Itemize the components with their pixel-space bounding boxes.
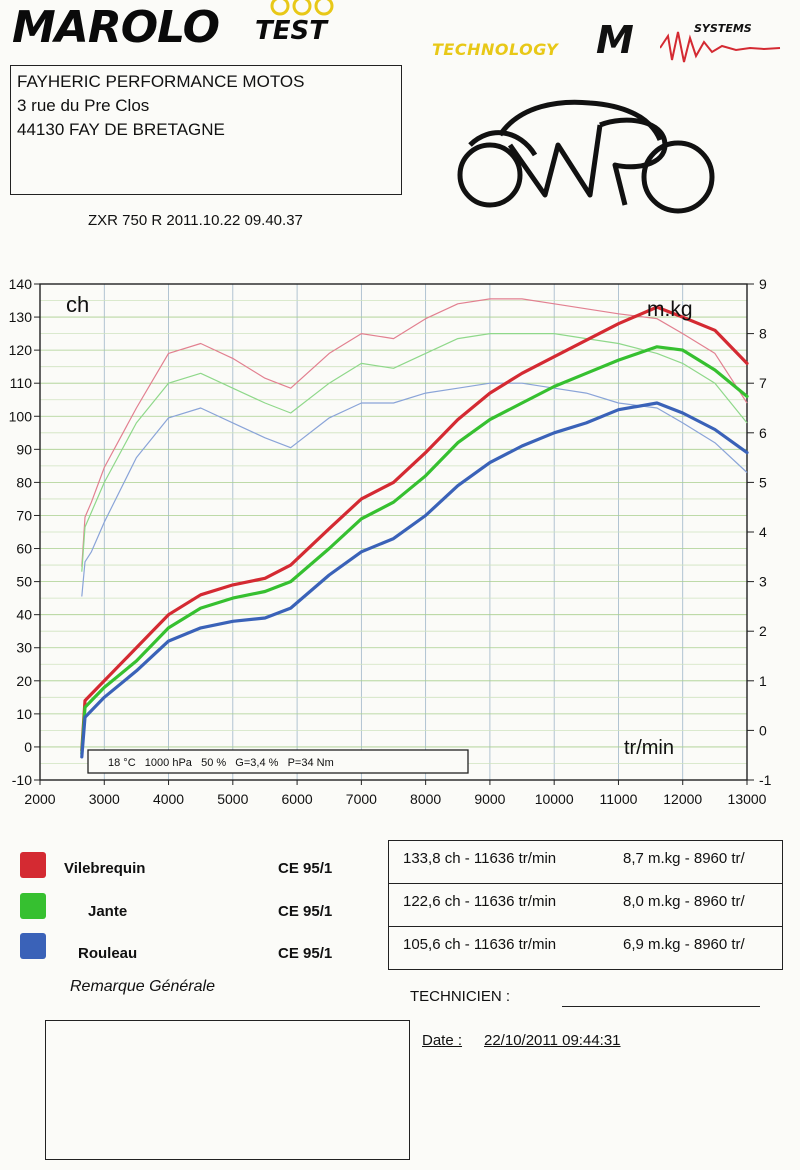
y-left-tick-label: 30 <box>16 640 32 656</box>
y-left-tick-label: 80 <box>16 474 32 490</box>
date-value: 22/10/2011 09:44:31 <box>484 1032 621 1049</box>
results-table: 133,8 ch - 11636 tr/min 8,7 m.kg - 8960 … <box>388 840 783 970</box>
x-tick-label: 7000 <box>346 791 377 807</box>
x-tick-label: 2000 <box>24 791 55 807</box>
x-tick-label: 5000 <box>217 791 248 807</box>
x-tick-label: 11000 <box>600 791 638 807</box>
y-left-tick-label: 50 <box>16 574 32 590</box>
legend-name-vilebrequin: Vilebrequin <box>64 860 146 877</box>
date-label: Date : <box>422 1032 463 1049</box>
address-box: FAYHERIC PERFORMANCE MOTOS 3 rue du Pre … <box>10 65 402 195</box>
torque-line-rouleau <box>81 382 748 597</box>
results-row: 122,6 ch - 11636 tr/min 8,0 m.kg - 8960 … <box>389 884 782 927</box>
x-axis-ticks: 2000 3000 4000 5000 6000 7000 8000 9000 10000 110… <box>24 780 767 807</box>
x-tick-label: 13000 <box>728 791 767 807</box>
technology-text: TECHNOLOGY <box>432 40 559 59</box>
y-left-tick-label: 20 <box>16 673 32 689</box>
x-tick-label: 6000 <box>282 791 313 807</box>
torque-curves <box>81 298 748 597</box>
result-torque: 8,0 m.kg - 8960 tr/ <box>623 893 745 910</box>
legend-norm-vilebrequin: CE 95/1 <box>278 860 333 877</box>
y-axis-right-label: m.kg <box>647 298 693 321</box>
technician-signature-line <box>562 1006 760 1007</box>
m-systems-wave-icon <box>660 31 781 63</box>
y-left-tick-label: 110 <box>10 375 33 391</box>
y-left-tick-label: 140 <box>9 276 33 292</box>
legend-name-rouleau: Rouleau <box>78 945 138 962</box>
remark-box <box>45 1020 410 1160</box>
brand-logo-marolo: MAROLO <box>12 2 220 53</box>
x-tick-label: 10000 <box>535 791 574 807</box>
x-tick-label: 8000 <box>410 791 441 807</box>
y-left-tick-label: 40 <box>16 607 32 623</box>
legend-name-jante: Jante <box>88 903 128 920</box>
remark-label: Remarque Générale <box>70 978 215 995</box>
conditions-text: 18 °C 1000 hPa 50 % G=3,4 % P=34 Nm <box>108 757 334 769</box>
address-line-2: 3 rue du Pre Clos <box>17 96 150 115</box>
y-left-tick-label: 100 <box>9 408 33 424</box>
result-power: 105,6 ch - 11636 tr/min <box>403 936 557 953</box>
chart-grid <box>39 283 748 781</box>
y-right-tick-label: 4 <box>759 524 767 540</box>
legend-swatch-jante <box>20 893 46 919</box>
y-left-tick-label: 0 <box>24 739 32 755</box>
legend-swatch-vilebrequin <box>20 852 46 878</box>
legend-norm-jante: CE 95/1 <box>278 903 333 920</box>
y-right-tick-label: 7 <box>759 375 767 391</box>
y-left-tick-label: 10 <box>16 706 32 722</box>
y-left-tick-label: 120 <box>9 342 33 358</box>
legend-swatch-rouleau <box>20 933 46 959</box>
results-row: 105,6 ch - 11636 tr/min 6,9 m.kg - 8960 … <box>389 927 782 970</box>
result-torque: 8,7 m.kg - 8960 tr/ <box>623 850 745 867</box>
results-row: 133,8 ch - 11636 tr/min 8,7 m.kg - 8960 … <box>389 841 782 884</box>
address-line-1: FAYHERIC PERFORMANCE MOTOS <box>17 72 305 91</box>
result-power: 133,8 ch - 11636 tr/min <box>403 850 557 867</box>
legend-norm-rouleau: CE 95/1 <box>278 945 333 962</box>
power-line-vilebrequin <box>80 305 749 752</box>
torque-line-jante <box>81 333 748 572</box>
x-tick-label: 4000 <box>153 791 184 807</box>
y-right-tick-label: -1 <box>759 772 772 788</box>
y-axis-left-label: ch <box>66 292 89 317</box>
torque-line-vilebrequin <box>81 298 748 567</box>
m-systems-logo: M <box>596 18 634 62</box>
y-right-tick-label: 1 <box>759 673 767 689</box>
model-and-timestamp: ZXR 750 R 2011.10.22 09.40.37 <box>88 212 303 229</box>
y-left-tick-label: 130 <box>9 309 33 325</box>
y-left-tick-label: -10 <box>12 772 32 788</box>
y-right-tick-label: 6 <box>759 425 767 441</box>
y-right-tick-label: 5 <box>759 474 767 490</box>
y-axis-left-ticks: -10 0 10 20 30 40 50 60 70 80 90 100 110 120 130 140 <box>9 276 40 788</box>
m-systems-sub-logo: SYSTEMS <box>694 22 752 35</box>
x-axis-label: tr/min <box>624 737 674 759</box>
y-left-tick-label: 70 <box>16 507 32 523</box>
y-left-tick-label: 60 <box>16 541 32 557</box>
power-curves <box>80 305 749 759</box>
y-right-tick-label: 8 <box>759 326 767 342</box>
y-right-tick-label: 2 <box>759 623 767 639</box>
address-line-3: 44130 FAY DE BRETAGNE <box>17 120 225 139</box>
brand-rings-icon <box>270 0 334 16</box>
result-power: 122,6 ch - 11636 tr/min <box>403 893 557 910</box>
result-torque: 6,9 m.kg - 8960 tr/ <box>623 936 745 953</box>
fmp-motorcycle-logo-icon <box>457 99 715 214</box>
y-right-tick-label: 0 <box>759 722 767 738</box>
power-line-rouleau <box>80 401 749 759</box>
x-tick-label: 3000 <box>89 791 120 807</box>
power-line-jante <box>80 345 749 756</box>
x-tick-label: 12000 <box>663 791 702 807</box>
y-left-tick-label: 90 <box>16 441 32 457</box>
y-axis-right-ticks: -1 0 1 2 3 4 5 6 7 8 9 <box>747 276 772 788</box>
x-tick-label: 9000 <box>474 791 505 807</box>
y-right-tick-label: 9 <box>759 276 767 292</box>
y-right-tick-label: 3 <box>759 574 767 590</box>
technician-label: TECHNICIEN : <box>410 988 511 1005</box>
conditions-box <box>87 749 469 774</box>
brand-logo-test: TEST <box>255 16 327 46</box>
